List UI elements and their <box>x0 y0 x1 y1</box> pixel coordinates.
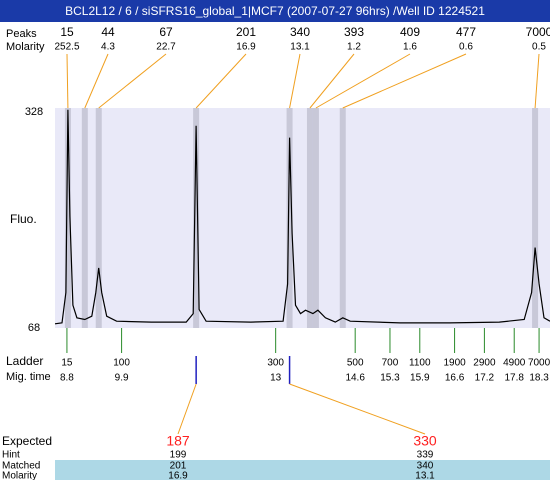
matched-value: 340 <box>417 461 434 472</box>
ladder-time: 15.9 <box>410 373 430 384</box>
row-label: Expected <box>2 434 52 448</box>
peak-size: 340 <box>290 25 310 39</box>
ladder-size: 15 <box>61 358 73 369</box>
peak-band <box>286 108 293 328</box>
peak-band <box>64 108 71 328</box>
peak-molarity: 1.6 <box>403 42 417 53</box>
chart-title: BCL2L12 / 6 / siSFRS16_global_1|MCF7 (20… <box>65 4 485 18</box>
molarity-value: 16.9 <box>168 471 188 480</box>
peak-molarity: 1.2 <box>347 42 361 53</box>
ladder-time: 8.8 <box>60 373 74 384</box>
ladder-label: Ladder <box>6 354 43 368</box>
peak-band <box>306 108 313 328</box>
ladder-size: 1100 <box>409 358 431 369</box>
peak-size: 67 <box>159 25 173 39</box>
molarity-label: Molarity <box>6 41 45 53</box>
trace <box>54 109 550 325</box>
molarity-value: 13.1 <box>415 471 435 480</box>
hint-value: 339 <box>417 450 434 461</box>
ladder-time: 17.2 <box>475 373 495 384</box>
ladder-size: 1900 <box>443 358 466 369</box>
plot-area <box>55 108 550 328</box>
y-label: Fluo. <box>10 212 37 226</box>
peak-band <box>532 108 539 328</box>
peak-size: 44 <box>101 25 115 39</box>
peak-band <box>339 108 346 328</box>
peak-band <box>193 108 200 328</box>
peak-leader <box>534 53 540 109</box>
peak-molarity: 22.7 <box>156 42 176 53</box>
hint-value: 199 <box>170 450 187 461</box>
matched-value: 201 <box>170 461 187 472</box>
peak-leader <box>98 53 167 109</box>
ladder-size: 4900 <box>503 358 526 369</box>
peak-band <box>81 108 88 328</box>
title-bar <box>0 0 550 22</box>
ladder-time: 15.3 <box>380 373 400 384</box>
expected-value: 187 <box>166 433 190 449</box>
row-label: Hint <box>2 450 20 461</box>
ladder-time: 18.3 <box>529 373 549 384</box>
peak-size: 409 <box>400 25 420 39</box>
peak-band <box>312 108 319 328</box>
peak-leader <box>315 53 411 109</box>
ladder-time: 13 <box>270 373 282 384</box>
peak-size: 15 <box>60 25 74 39</box>
ladder-time: 17.8 <box>504 373 524 384</box>
peak-molarity: 0.6 <box>459 42 473 53</box>
peak-size: 201 <box>236 25 256 39</box>
peak-molarity: 0.5 <box>532 42 546 53</box>
peaks-label: Peaks <box>6 28 37 40</box>
ladder-size: 300 <box>267 358 284 369</box>
peak-molarity: 13.1 <box>290 42 310 53</box>
peak-molarity: 252.5 <box>54 42 79 53</box>
y-tick-label: 68 <box>28 322 40 334</box>
ladder-size: 2900 <box>473 358 496 369</box>
peak-band <box>95 108 102 328</box>
ladder-size: 100 <box>113 358 130 369</box>
ladder-time: 16.6 <box>445 373 465 384</box>
peak-leader <box>195 53 247 109</box>
row-label: Molarity <box>2 471 37 480</box>
peak-size: 477 <box>456 25 476 39</box>
ladder-size: 7000 <box>528 358 550 369</box>
peak-molarity: 4.3 <box>101 42 115 53</box>
ladder-size: 700 <box>382 358 399 369</box>
expected-leader <box>289 383 426 435</box>
expected-leader <box>177 383 197 435</box>
peak-leader <box>289 53 301 109</box>
mig-time-label: Mig. time <box>6 371 51 383</box>
peak-leader <box>309 53 355 109</box>
expected-value: 330 <box>413 433 437 449</box>
ladder-time: 14.6 <box>345 373 365 384</box>
peak-size: 7000 <box>526 25 550 39</box>
peak-molarity: 16.9 <box>236 42 256 53</box>
peak-leader <box>84 53 109 109</box>
peak-leader <box>66 53 69 109</box>
ladder-size: 500 <box>347 358 364 369</box>
matched-band <box>55 460 550 480</box>
ladder-time: 9.9 <box>115 373 129 384</box>
peak-size: 393 <box>344 25 364 39</box>
peak-leader <box>342 53 467 109</box>
y-tick-label: 328 <box>25 106 43 118</box>
row-label: Matched <box>2 461 40 472</box>
